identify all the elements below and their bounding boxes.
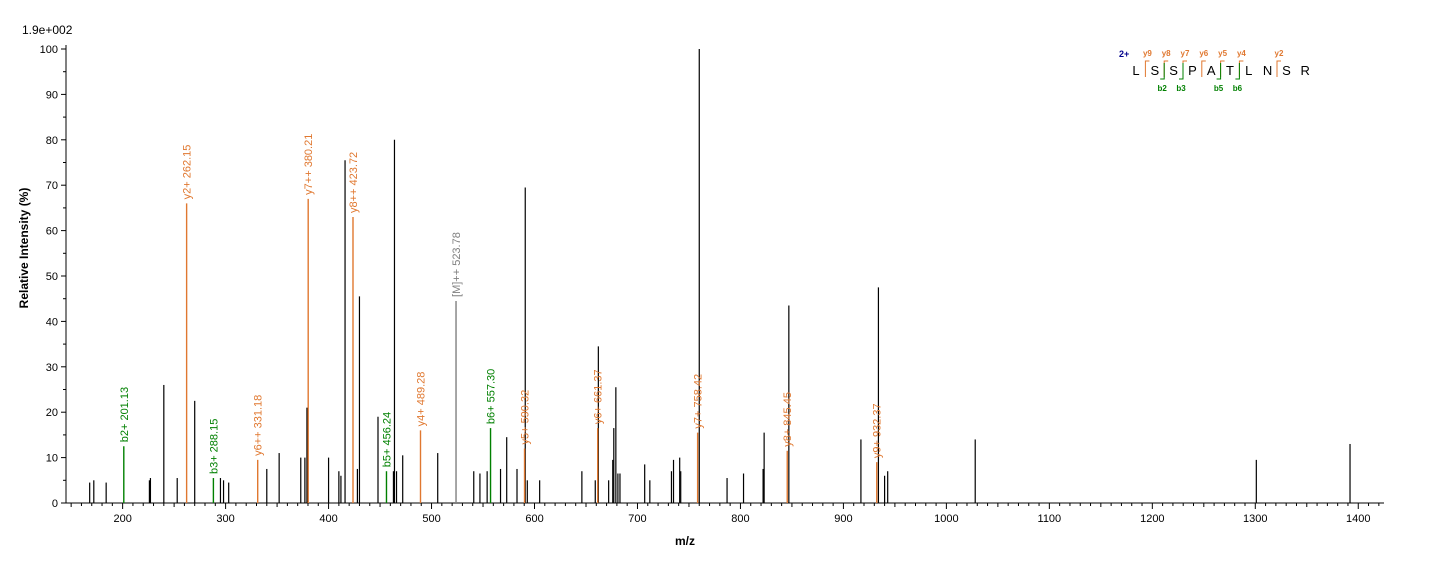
y-fragment-bracket — [1220, 60, 1225, 77]
y-tick-label: 0 — [52, 498, 58, 510]
y-axis-title: Relative Intensity (%) — [17, 188, 31, 309]
y-fragment-bracket — [1144, 60, 1150, 77]
y-fragment-label: y8 — [1162, 49, 1171, 58]
x-tick-label: 300 — [216, 513, 234, 525]
y-fragment-label: y7 — [1181, 49, 1190, 58]
sequence-residue: L — [1132, 63, 1139, 78]
peak-label-y-ion: y2+ 262.15 — [182, 145, 194, 200]
y-tick-label: 80 — [46, 135, 58, 147]
x-tick-label: 200 — [113, 513, 131, 525]
y-fragment-bracket — [1163, 60, 1169, 77]
y-fragment-label: y2 — [1275, 49, 1284, 58]
b-fragment-label: b2 — [1158, 84, 1168, 93]
peak-label-b-ion: b6+ 557.30 — [486, 369, 498, 424]
y-tick-label: 10 — [46, 453, 58, 465]
b-fragment-label: b6 — [1233, 84, 1243, 93]
b-fragment-label: b5 — [1214, 84, 1224, 93]
peak-label-y-ion: y8+ 845.45 — [782, 392, 794, 447]
b-fragment-bracket — [1216, 63, 1222, 80]
x-axis-title: m/z — [675, 534, 695, 548]
intensity-scale-label: 1.9e+002 — [22, 23, 73, 37]
peak-label-y-ion: y7++ 380.21 — [303, 134, 315, 195]
b-fragment-bracket — [1235, 63, 1240, 80]
y-fragment-label: y9 — [1143, 49, 1152, 58]
x-tick-label: 1300 — [1243, 513, 1267, 525]
y-tick-label: 30 — [46, 362, 58, 374]
peak-label-b-ion: b5+ 456.24 — [381, 412, 393, 467]
sequence-residue: L — [1245, 63, 1252, 78]
y-fragment-bracket — [1276, 60, 1281, 77]
peak-label-precursor-ion: [M]++ 523.78 — [451, 232, 463, 297]
y-fragment-bracket — [1238, 60, 1244, 77]
y-tick-label: 50 — [46, 271, 58, 283]
y-tick-label: 100 — [40, 44, 58, 56]
x-tick-label: 1400 — [1346, 513, 1370, 525]
sequence-residue: A — [1207, 63, 1216, 78]
y-fragment-label: y6 — [1199, 49, 1208, 58]
x-tick-label: 600 — [525, 513, 543, 525]
b-fragment-label: b3 — [1176, 84, 1186, 93]
y-tick-label: 70 — [46, 180, 58, 192]
sequence-residue: P — [1188, 63, 1197, 78]
x-tick-label: 900 — [834, 513, 852, 525]
y-tick-label: 20 — [46, 407, 58, 419]
y-tick-label: 40 — [46, 316, 58, 328]
peak-label-y-ion: y8++ 423.72 — [348, 152, 360, 213]
x-tick-label: 700 — [628, 513, 646, 525]
y-fragment-bracket — [1182, 60, 1187, 77]
axes: 0 10 20 30 40 50 60 70 80 90 100 200 300 400 500 600 700… — [40, 44, 1384, 525]
y-fragment-bracket — [1201, 60, 1206, 77]
sequence-residue: S — [1169, 63, 1178, 78]
sequence-residue: N — [1263, 63, 1272, 78]
y-fragment-label: y5 — [1218, 49, 1227, 58]
sequence-residue: S — [1150, 63, 1159, 78]
peak-label-y-ion: y4+ 489.28 — [416, 372, 428, 427]
charge-state: 2+ — [1119, 49, 1129, 59]
x-tick-label: 1000 — [934, 513, 958, 525]
x-tick-label: 400 — [319, 513, 337, 525]
x-tick-label: 1100 — [1038, 513, 1062, 525]
sequence-residue: S — [1282, 63, 1291, 78]
peak-label-b-ion: b2+ 201.13 — [119, 387, 131, 442]
peak-label-y-ion: y7+ 758.42 — [693, 374, 705, 429]
x-tick-label: 500 — [422, 513, 440, 525]
y-tick-label: 90 — [46, 89, 58, 101]
b-fragment-bracket — [1179, 63, 1184, 80]
x-tick-label: 800 — [731, 513, 749, 525]
peak-label-b-ion: b3+ 288.15 — [208, 419, 220, 474]
peak-labels: b2+ 201.13 y2+ 262.15 b3+ 288.15 y6++ 331.1… — [119, 134, 884, 474]
peak-label-y-ion: y9+ 932.37 — [872, 403, 884, 458]
peak-label-y-ion: y5+ 590.32 — [520, 390, 532, 445]
sequence-residue: T — [1226, 63, 1234, 78]
peak-label-y-ion: y6+ 661.37 — [593, 369, 605, 424]
y-fragment-label: y4 — [1237, 49, 1246, 58]
x-tick-label: 1200 — [1140, 513, 1164, 525]
sequence-residue: R — [1301, 63, 1310, 78]
y-tick-label: 60 — [46, 226, 58, 238]
peak-label-y-ion: y6++ 331.18 — [253, 395, 265, 456]
peaks — [89, 49, 1351, 503]
b-fragment-bracket — [1160, 63, 1165, 80]
